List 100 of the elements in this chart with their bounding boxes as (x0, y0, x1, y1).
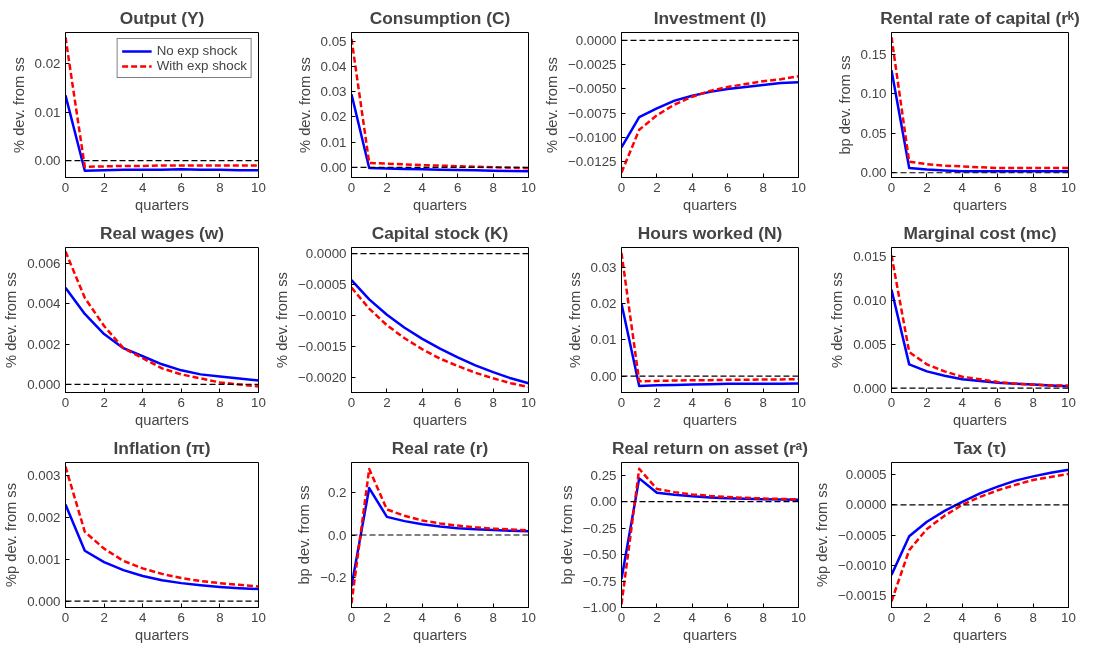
y-tick-label: 0.00 (860, 165, 887, 181)
x-axis-title: quarters (953, 411, 1007, 428)
x-tick-label: 2 (923, 394, 931, 410)
x-tick-label: 8 (489, 179, 497, 195)
x-axis-title: quarters (135, 196, 189, 213)
x-tick-label: 10 (791, 179, 806, 195)
y-axis-title: % dev. from ss (273, 272, 290, 368)
y-tick-label: 0.006 (27, 256, 61, 272)
y-tick-label: 0.03 (590, 259, 617, 275)
x-axis-title: quarters (135, 626, 189, 643)
y-tick-label: 0.02 (34, 56, 61, 72)
y-tick-label: −0.0005 (837, 527, 887, 543)
x-tick-label: 4 (138, 179, 147, 195)
y-tick-label: 0.001 (27, 551, 61, 567)
x-tick-label: 0 (617, 609, 626, 625)
x-tick-label: 8 (1029, 609, 1037, 625)
y-axis-title: %p dev. from ss (813, 483, 830, 587)
y-tick-label: −0.0010 (837, 557, 887, 573)
x-axis-title: quarters (683, 626, 737, 643)
x-tick-label: 10 (251, 394, 266, 410)
x-tick-label: 8 (216, 179, 224, 195)
y-tick-label: −0.0050 (567, 81, 617, 97)
x-tick-label: 0 (887, 609, 896, 625)
y-tick-label: 0.00 (34, 153, 61, 169)
x-tick-label: 10 (251, 609, 266, 625)
x-tick-label: 10 (1061, 179, 1076, 195)
y-axis-title: bp dev. from ss (558, 485, 575, 585)
x-tick-label: 6 (723, 179, 732, 195)
x-tick-label: 6 (453, 394, 462, 410)
x-axis-title: quarters (135, 411, 189, 428)
x-tick-label: 0 (617, 179, 626, 195)
x-tick-label: 0 (887, 394, 896, 410)
x-axis-title: quarters (413, 411, 467, 428)
y-axis-title: % dev. from ss (3, 272, 20, 368)
y-tick-label: 0.25 (590, 467, 617, 483)
y-tick-label: −0.0125 (567, 154, 617, 170)
y-tick-label: 0.0000 (575, 32, 617, 48)
x-tick-label: 8 (1029, 394, 1037, 410)
y-tick-label: 0.0 (327, 527, 347, 543)
x-tick-label: 0 (61, 179, 70, 195)
x-tick-label: 2 (653, 609, 661, 625)
y-tick-label: 0.010 (853, 292, 887, 308)
y-axis-title: % dev. from ss (829, 272, 846, 368)
y-tick-label: −0.0025 (567, 57, 617, 73)
x-tick-label: 8 (1029, 179, 1037, 195)
y-axis-title: % dev. from ss (296, 57, 313, 153)
chart-title: Output (Y) (119, 7, 205, 28)
x-tick-label: 0 (617, 394, 626, 410)
x-tick-label: 6 (177, 609, 186, 625)
chart-title: Consumption (C) (369, 7, 511, 28)
y-tick-label: 0.005 (853, 336, 887, 352)
chart-title: Real wages (w) (99, 222, 225, 243)
x-tick-label: 10 (1061, 394, 1076, 410)
y-tick-label: −0.0005 (297, 277, 347, 293)
y-tick-label: 0.015 (853, 248, 887, 264)
x-tick-label: 6 (993, 179, 1002, 195)
x-tick-label: 8 (489, 609, 497, 625)
x-tick-label: 6 (453, 179, 462, 195)
chart-title: Real rate (r) (391, 437, 489, 458)
x-axis-title: quarters (953, 626, 1007, 643)
y-tick-label: −1.00 (582, 600, 617, 615)
x-tick-label: 8 (759, 609, 767, 625)
y-axis-title: bp dev. from ss (296, 485, 313, 585)
x-tick-label: 10 (251, 179, 266, 195)
x-tick-label: 4 (138, 609, 147, 625)
x-tick-label: 2 (653, 179, 661, 195)
y-tick-label: 0.04 (320, 59, 348, 75)
y-tick-label: 0.002 (27, 509, 61, 525)
chart-title: Rental rate of capital (rᵏ) (880, 7, 1080, 28)
legend-label: With exp shock (156, 58, 247, 73)
y-tick-label: 0.00 (590, 368, 617, 384)
y-tick-label: 0.10 (860, 86, 887, 102)
y-tick-label: 0.15 (860, 47, 887, 63)
y-tick-label: 0.03 (320, 84, 347, 100)
x-tick-label: 10 (791, 394, 806, 410)
x-tick-label: 2 (653, 394, 661, 410)
y-axis-title: bp dev. from ss (836, 55, 853, 155)
x-tick-label: 4 (958, 609, 967, 625)
x-axis-title: quarters (683, 196, 737, 213)
x-tick-label: 8 (216, 394, 224, 410)
chart-title: Inflation (π) (113, 437, 211, 458)
x-tick-label: 6 (177, 179, 186, 195)
x-tick-label: 4 (958, 394, 967, 410)
x-tick-label: 0 (61, 394, 70, 410)
x-tick-label: 2 (100, 609, 108, 625)
y-tick-label: 0.2 (327, 484, 347, 500)
x-tick-label: 4 (418, 609, 427, 625)
x-tick-label: 10 (521, 609, 536, 625)
y-tick-label: 0.004 (27, 296, 62, 312)
y-tick-label: −0.75 (582, 573, 617, 589)
x-tick-label: 4 (688, 609, 697, 625)
x-tick-label: 8 (489, 394, 497, 410)
x-tick-label: 2 (100, 394, 108, 410)
y-tick-label: −0.0015 (297, 338, 347, 354)
y-tick-label: −0.0020 (297, 369, 347, 385)
x-tick-label: 10 (1061, 609, 1076, 625)
y-tick-label: 0.01 (590, 332, 617, 348)
x-tick-label: 0 (61, 609, 70, 625)
x-tick-label: 2 (383, 179, 391, 195)
x-tick-label: 8 (216, 609, 224, 625)
